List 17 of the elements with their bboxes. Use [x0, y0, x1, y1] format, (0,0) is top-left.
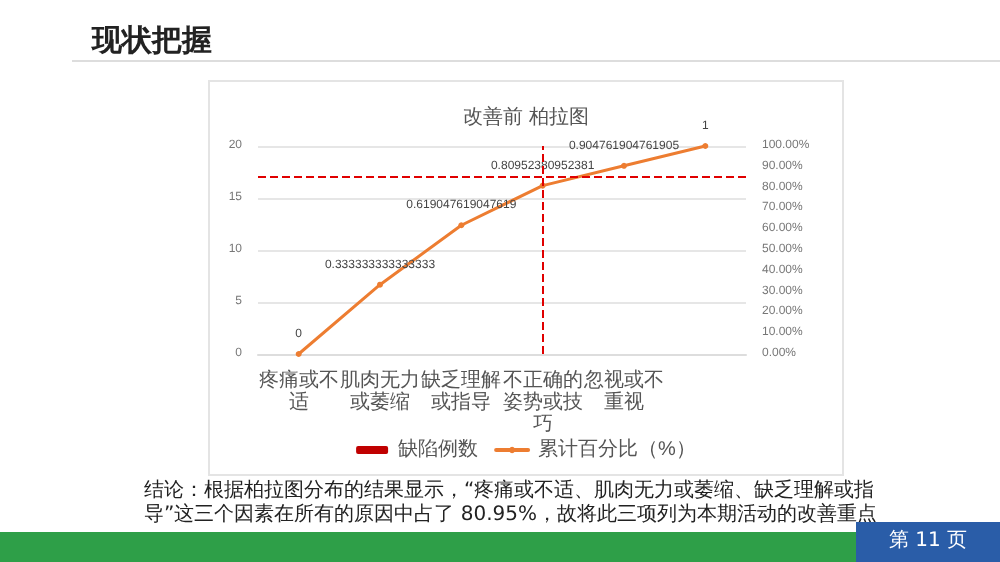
legend-label: 缺陷例数	[398, 437, 479, 461]
x-tick-label: 疼痛或不适	[258, 368, 339, 414]
chart-title: 改善前 柏拉图	[463, 105, 589, 129]
text: 第 11 页	[888, 530, 968, 552]
point	[702, 143, 709, 149]
line-series	[295, 143, 709, 357]
text: 结论：根据柏拉图分布的结果显示，“疼痛或不适、肌肉无力或萎缩、缺乏理解或指导”这三个因素在所有的原因中占了 80.95%，故将此三项列为本期活动的改善重点	[144, 480, 879, 528]
x-tick-label: 缺乏理解或指导	[421, 368, 502, 414]
x-tick-label: 忽视或不重视	[582, 368, 664, 414]
x-tick-label: 不正确的姿势或技巧	[502, 370, 583, 436]
point	[621, 162, 627, 169]
point	[458, 222, 465, 229]
point	[377, 281, 383, 288]
text: 现状把握	[92, 22, 212, 60]
legend-label: 累计百分比（%）	[538, 437, 696, 461]
x-tick-label: 肌肉无力或萎缩	[340, 368, 420, 414]
point	[295, 351, 302, 357]
